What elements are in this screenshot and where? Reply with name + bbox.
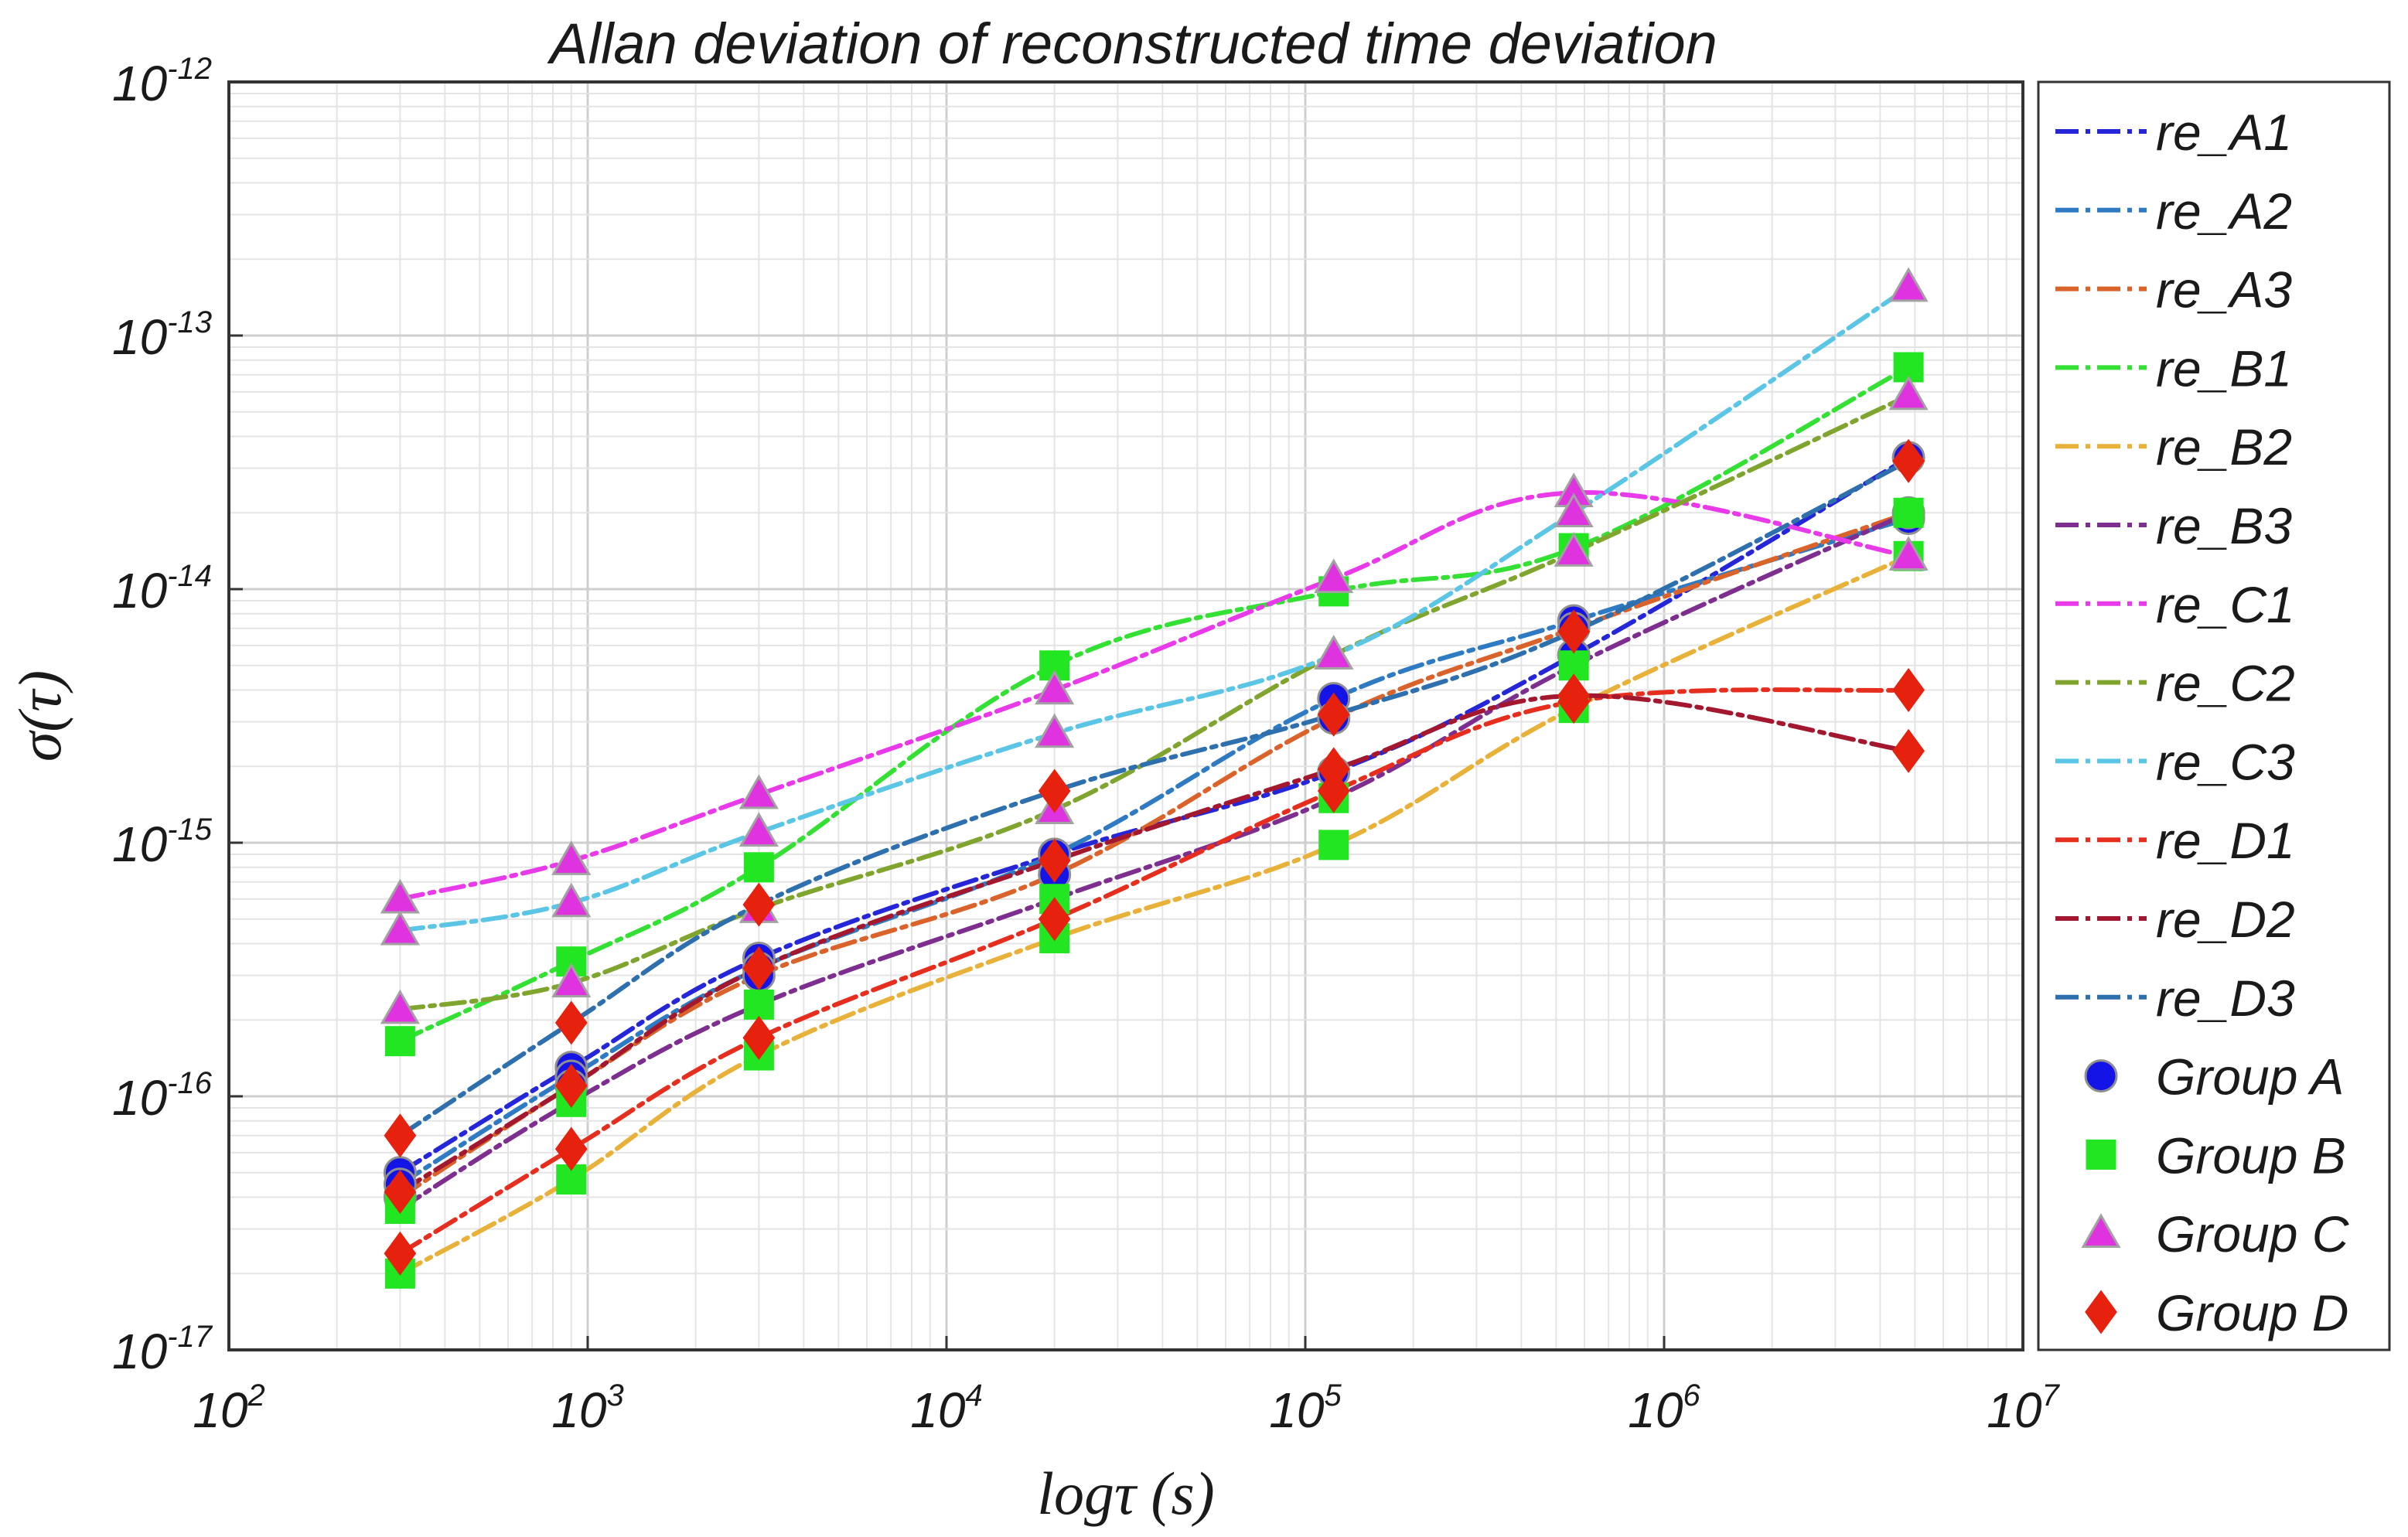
y-axis-ticks: 10-17 10-16 10-15 10-14 10-13 10-12 [112,52,243,1379]
x-tick-label: 103 [551,1379,623,1438]
x-tick-label: 104 [910,1379,982,1438]
marker-group-d [554,1000,588,1045]
legend-label: Group D [2156,1284,2348,1341]
y-tick-label: 10-12 [112,52,212,111]
legend-label: re_D2 [2156,891,2295,948]
marker-group-b [384,1026,415,1057]
marker-group-d [1892,728,1925,773]
x-tick-label: 102 [193,1379,264,1438]
plot-frame [227,80,2024,1351]
legend-label: re_B3 [2156,497,2292,554]
y-tick-label: 10-17 [112,1320,213,1379]
marker-group-c [380,989,420,1024]
marker-group-d [1557,609,1591,654]
marker-group-b [743,989,774,1020]
legend-label: re_B2 [2156,418,2292,475]
marker-group-d [1317,692,1350,737]
series-line-re-c2 [397,393,1912,1012]
marker-group-d [1557,673,1591,718]
marker-group-b [1893,497,1924,528]
marker-group-c [1314,635,1354,670]
series-line-re-b1 [397,365,1912,1044]
legend-label: re_A2 [2156,182,2292,240]
marker-group-c [1888,267,1929,302]
marker-group-d [742,946,776,990]
marker-group-b [1318,830,1349,861]
marker-group-c [1554,492,1594,528]
legend-marker [2084,1059,2118,1093]
grid [227,82,2023,1351]
legend-label: re_C1 [2156,576,2295,633]
marker-group-d [742,1015,776,1060]
marker-group-d [1317,747,1350,792]
x-tick-label: 105 [1269,1379,1342,1438]
legend-label: re_C3 [2156,733,2295,790]
marker-group-c [1035,713,1075,748]
legend-marker [2081,1213,2121,1248]
marker-group-d [1892,667,1925,713]
marker-group-d [1892,438,1925,483]
legend-marker [2086,1139,2116,1170]
chart-title: Allan deviation of reconstructed time de… [547,12,1717,76]
marker-group-d [384,1113,417,1158]
marker-group-d [384,1170,417,1215]
series-line-re-a1 [397,455,1912,1175]
marker-group-d [1038,838,1071,883]
marker-group-c [380,910,420,946]
legend-label: re_D3 [2156,970,2295,1027]
legend-label: re_D1 [2156,812,2295,869]
marker-group-c [1314,558,1354,594]
x-tick-label: 107 [1987,1379,2060,1438]
series-lines [397,285,1912,1276]
marker-group-c [551,840,592,875]
marker-group-c [1888,375,1929,411]
y-tick-label: 10-13 [112,305,212,365]
marker-group-c [551,963,592,998]
marker-group-c [1035,670,1075,705]
legend-label: re_A1 [2156,104,2292,161]
legend: re_A1 re_A2 re_A3 re_B1 re_B2 re_B3 re_C1 re_C2… [2037,80,2391,1351]
x-axis-label: logτ (s) [1037,1460,1214,1527]
marker-group-c [738,774,779,809]
marker-group-d [384,1231,417,1276]
legend-label: re_B1 [2156,339,2292,397]
y-tick-label: 10-16 [112,1066,213,1126]
legend-marker [2085,1290,2117,1334]
y-tick-label: 10-14 [112,559,212,619]
y-axis-label: σ(τ) [6,670,73,762]
marker-group-d [1038,897,1071,942]
legend-label: Group B [2156,1126,2346,1184]
series-line-re-c3 [397,285,1912,933]
marker-group-d [554,1063,588,1108]
x-axis-ticks: 102 103 104 105 106 107 [193,1336,2060,1438]
marker-group-d [742,882,776,927]
marker-group-c [1554,532,1594,567]
marker-group-c [1888,536,1929,571]
marker-group-d [554,1126,588,1171]
marker-group-c [738,812,779,847]
marker-group-d [1038,768,1071,813]
legend-label: re_A3 [2156,261,2292,319]
series-line-re-c1 [397,490,1912,901]
x-tick-label: 106 [1628,1379,1700,1438]
marker-group-c [551,882,592,918]
series-line-re-d3 [397,458,1912,1138]
legend-box [2037,80,2391,1351]
y-tick-label: 10-15 [112,813,213,872]
marker-group-b [743,852,774,883]
legend-label: Group A [2156,1048,2344,1106]
legend-label: Group C [2156,1205,2350,1263]
series-markers [380,267,1929,1289]
legend-label: re_C2 [2156,655,2295,712]
